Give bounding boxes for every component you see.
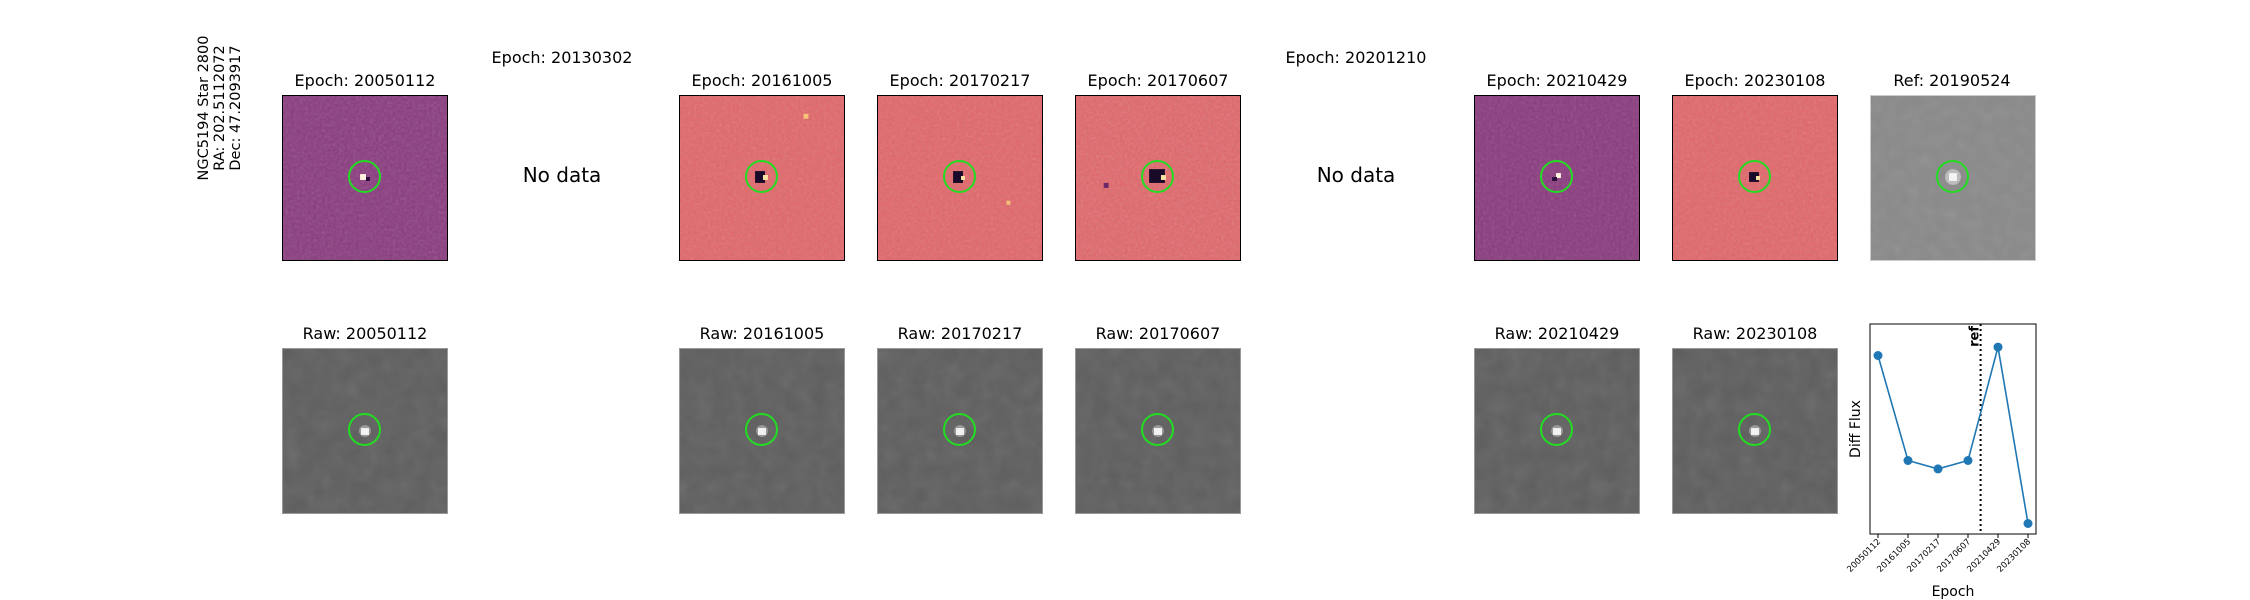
- raw-image: [283, 349, 447, 513]
- diff-image: [1475, 96, 1639, 260]
- target-circle: [943, 413, 976, 446]
- star-dec: Dec: 47.2093917: [228, 45, 244, 171]
- target-circle: [1738, 160, 1771, 193]
- raw-image-panel: [1672, 348, 1838, 514]
- panel-title: Raw: 20170217: [897, 324, 1023, 343]
- panel-title: Epoch: 20130302: [491, 48, 633, 67]
- target-circle: [1936, 160, 1969, 193]
- series-line: [1877, 346, 2029, 524]
- target-circle: [745, 413, 778, 446]
- data-point: [1903, 456, 1913, 465]
- data-point: [1933, 464, 1943, 474]
- target-circle: [348, 413, 381, 446]
- target-circle: [1141, 160, 1174, 193]
- target-circle: [1540, 160, 1573, 193]
- panel-title: Raw: 20050112: [302, 324, 428, 343]
- panel-title: Raw: 20210429: [1494, 324, 1620, 343]
- panel-title: Epoch: 20161005: [691, 71, 833, 90]
- panel-title: Raw: 20230108: [1692, 324, 1818, 343]
- raw-image-panel: [877, 348, 1043, 514]
- target-circle: [1141, 413, 1174, 446]
- target-circle: [1540, 413, 1573, 446]
- target-circle: [943, 160, 976, 193]
- no-data-label: No data: [1316, 163, 1396, 187]
- diff-image-panel: [1075, 95, 1241, 261]
- panel-title: Raw: 20170607: [1095, 324, 1221, 343]
- raw-image-panel: [1474, 348, 1640, 514]
- panel-title: Epoch: 20201210: [1285, 48, 1427, 67]
- panel-title: Epoch: 20170607: [1087, 71, 1229, 90]
- target-circle: [1738, 413, 1771, 446]
- data-point: [1963, 456, 1973, 465]
- target-circle: [348, 160, 381, 193]
- raw-image-panel: [282, 348, 448, 514]
- diff-image-panel: [877, 95, 1043, 261]
- diff-image: [1076, 96, 1240, 260]
- diff-image-panel: [282, 95, 448, 261]
- panel-title: Ref: 20190524: [1893, 71, 2011, 90]
- raw-image-panel: [679, 348, 845, 514]
- diff-image-panel: [1672, 95, 1838, 261]
- light-curve-chart: ref2005011220161005201702172017060720210…: [1845, 323, 2037, 600]
- panel-title: Epoch: 20210429: [1486, 71, 1628, 90]
- ref-image-panel: [1870, 95, 2036, 261]
- data-point: [1993, 342, 2003, 352]
- star-name: NGC5194 Star 2800: [196, 35, 212, 181]
- data-point: [1873, 351, 1883, 360]
- target-circle: [745, 160, 778, 193]
- plot-frame: [1869, 323, 2037, 535]
- diff-image-panel: [1474, 95, 1640, 261]
- star-ra: RA: 202.5112072: [212, 45, 228, 171]
- panel-title: Epoch: 20230108: [1684, 71, 1826, 90]
- x-axis-label: Epoch: [1932, 584, 1975, 600]
- y-axis-label: Diff Flux: [1848, 400, 1864, 458]
- raw-image-panel: [1075, 348, 1241, 514]
- panel-title: Epoch: 20170217: [889, 71, 1031, 90]
- no-data-label: No data: [522, 163, 602, 187]
- diff-image-panel: [679, 95, 845, 261]
- data-point: [2023, 519, 2033, 528]
- panel-title: Epoch: 20050112: [294, 71, 436, 90]
- panel-title: Raw: 20161005: [699, 324, 825, 343]
- ref-line-label: ref: [1968, 326, 1983, 347]
